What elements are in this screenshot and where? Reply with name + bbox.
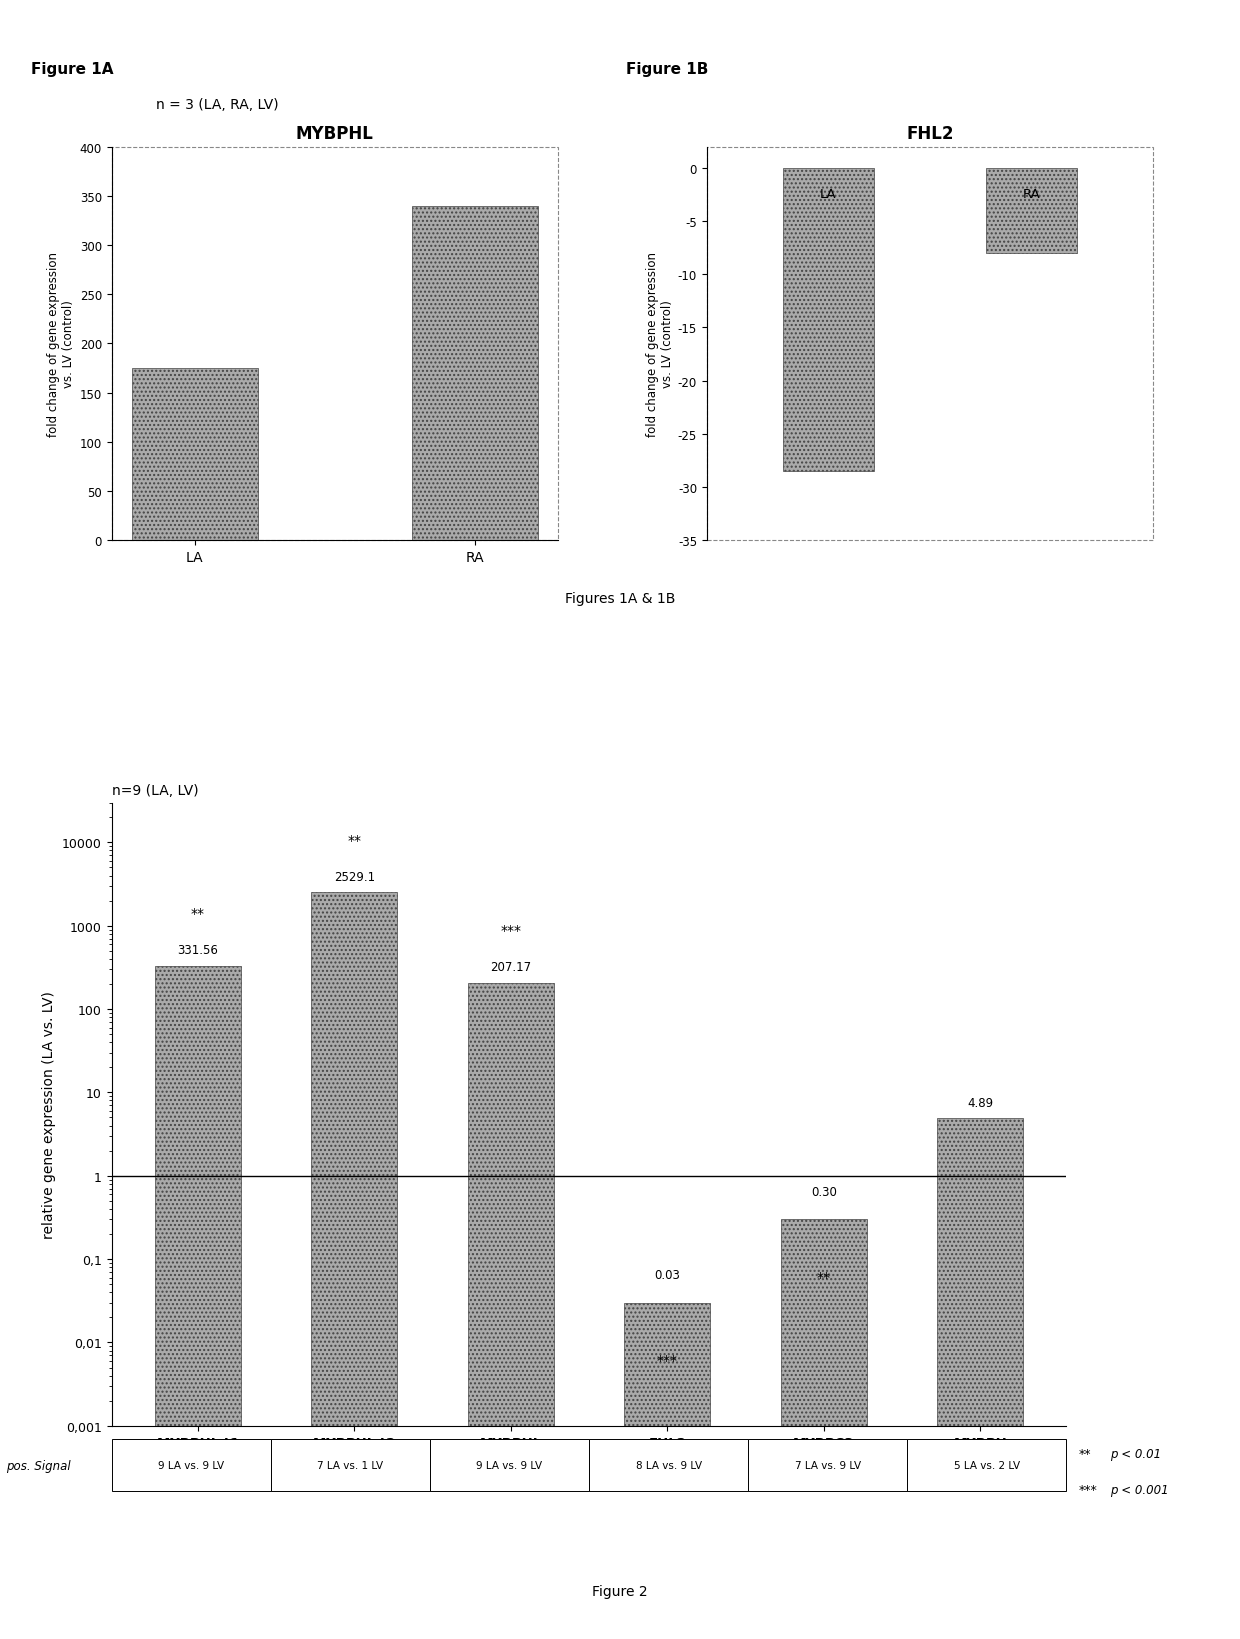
Bar [781,1219,867,1639]
Text: **: ** [347,833,361,847]
Text: RA: RA [1023,188,1040,202]
Y-axis label: fold change of gene expression
vs. LV (control): fold change of gene expression vs. LV (c… [646,252,673,436]
Text: Figure 2: Figure 2 [593,1583,647,1598]
Bar [986,169,1078,254]
Text: n = 3 (LA, RA, LV): n = 3 (LA, RA, LV) [156,98,279,111]
Text: **: ** [1079,1447,1091,1460]
Text: 7 LA vs. 9 LV: 7 LA vs. 9 LV [795,1460,861,1470]
Title: FHL2: FHL2 [906,125,954,143]
Text: Figures 1A & 1B: Figures 1A & 1B [564,592,676,605]
Y-axis label: fold change of gene expression
vs. LV (control): fold change of gene expression vs. LV (c… [47,252,76,436]
Text: LA: LA [820,188,837,202]
Bar [467,983,554,1639]
Text: ***: *** [657,1354,678,1367]
Text: p < 0.001: p < 0.001 [1110,1483,1168,1496]
Text: 9 LA vs. 9 LV: 9 LA vs. 9 LV [159,1460,224,1470]
Text: ***: *** [1079,1483,1097,1496]
Bar [412,207,538,541]
Bar [155,965,241,1639]
Text: 0.30: 0.30 [811,1185,837,1198]
Text: Figure 1B: Figure 1B [626,62,709,77]
Text: 8 LA vs. 9 LV: 8 LA vs. 9 LV [636,1460,702,1470]
Text: 2529.1: 2529.1 [334,870,374,883]
Text: 0.03: 0.03 [655,1269,681,1282]
Bar [131,369,258,541]
Text: **: ** [817,1270,831,1283]
Text: pos. Signal: pos. Signal [6,1459,71,1472]
Text: 331.56: 331.56 [177,944,218,957]
Text: ***: *** [500,924,521,938]
Title: MYBPHL: MYBPHL [296,125,373,143]
Text: 9 LA vs. 9 LV: 9 LA vs. 9 LV [476,1460,542,1470]
Text: **: ** [191,906,205,921]
Text: 5 LA vs. 2 LV: 5 LA vs. 2 LV [954,1460,1019,1470]
Bar [311,893,397,1639]
Bar [937,1119,1023,1639]
Y-axis label: relative gene expression (LA vs. LV): relative gene expression (LA vs. LV) [42,990,57,1239]
Bar [624,1303,711,1639]
Text: 7 LA vs. 1 LV: 7 LA vs. 1 LV [317,1460,383,1470]
Bar [782,169,874,472]
Text: 207.17: 207.17 [490,960,531,974]
Text: Figure 1A: Figure 1A [31,62,114,77]
Text: 4.89: 4.89 [967,1096,993,1110]
Text: n=9 (LA, LV): n=9 (LA, LV) [112,783,198,798]
Text: p < 0.01: p < 0.01 [1110,1447,1161,1460]
